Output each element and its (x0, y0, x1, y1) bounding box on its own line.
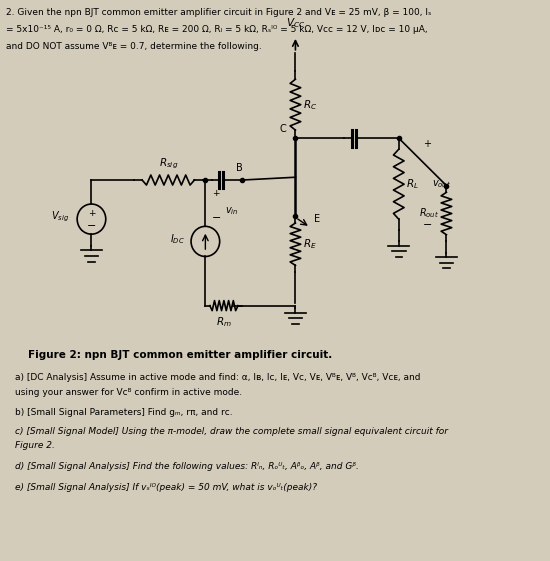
Text: B: B (236, 163, 243, 173)
Text: $R_{out}$: $R_{out}$ (419, 206, 439, 220)
Text: Figure 2: npn BJT common emitter amplifier circuit.: Figure 2: npn BJT common emitter amplifi… (28, 350, 332, 360)
Text: $R_E$: $R_E$ (303, 237, 317, 251)
Text: +: + (422, 139, 431, 149)
Text: c) [Small Signal Model] Using the π-model, draw the complete small signal equiva: c) [Small Signal Model] Using the π-mode… (15, 427, 448, 436)
Text: −: − (212, 213, 222, 223)
Text: $R_L$: $R_L$ (406, 177, 419, 191)
Text: 2. Given the npn BJT common emitter amplifier circuit in Figure 2 and Vᴇ = 25 mV: 2. Given the npn BJT common emitter ampl… (6, 8, 431, 17)
Text: $I_{DC}$: $I_{DC}$ (170, 232, 185, 246)
Text: $V_{CC}$: $V_{CC}$ (286, 17, 305, 30)
Text: $v_{in}$: $v_{in}$ (225, 205, 239, 217)
Text: +: + (87, 209, 95, 218)
Text: C: C (279, 123, 286, 134)
Text: e) [Small Signal Analysis] If vₛᴵᴼ(peak) = 50 mV, what is vₒᵁₜ(peak)?: e) [Small Signal Analysis] If vₛᴵᴼ(peak)… (15, 482, 317, 491)
Text: $V_{sig}$: $V_{sig}$ (51, 209, 69, 223)
Text: $v_{out}$: $v_{out}$ (432, 178, 451, 190)
Text: and DO NOT assume Vᴮᴇ = 0.7, determine the following.: and DO NOT assume Vᴮᴇ = 0.7, determine t… (6, 42, 261, 50)
Text: = 5x10⁻¹⁵ A, r₀ = 0 Ω, Rᴄ = 5 kΩ, Rᴇ = 200 Ω, Rₗ = 5 kΩ, Rₛᴵᴼ = 5 kΩ, Vᴄᴄ = 12 V: = 5x10⁻¹⁵ A, r₀ = 0 Ω, Rᴄ = 5 kΩ, Rᴇ = 2… (6, 25, 427, 34)
Text: b) [Small Signal Parameters] Find gₘ, rπ, and rᴄ.: b) [Small Signal Parameters] Find gₘ, rπ… (15, 408, 232, 417)
Text: +: + (212, 190, 220, 199)
Text: $R_C$: $R_C$ (303, 98, 317, 112)
Text: −: − (87, 221, 96, 231)
Text: a) [DC Analysis] Assume in active mode and find: α, Iʙ, Iᴄ, Iᴇ, Vᴄ, Vᴇ, Vᴮᴇ, Vᴮ,: a) [DC Analysis] Assume in active mode a… (15, 373, 420, 381)
Text: using your answer for Vᴄᴮ confirm in active mode.: using your answer for Vᴄᴮ confirm in act… (15, 388, 242, 397)
Text: E: E (314, 214, 320, 224)
Text: Figure 2.: Figure 2. (15, 442, 54, 450)
Text: d) [Small Signal Analysis] Find the following values: Rᴵₙ, Rₒᵁₜ, Aᵝₒ, Aᵝ, and Gᵝ: d) [Small Signal Analysis] Find the foll… (15, 462, 359, 471)
Text: $R_{sig}$: $R_{sig}$ (158, 156, 178, 171)
Text: $R_m$: $R_m$ (216, 316, 232, 329)
Text: −: − (422, 220, 432, 229)
